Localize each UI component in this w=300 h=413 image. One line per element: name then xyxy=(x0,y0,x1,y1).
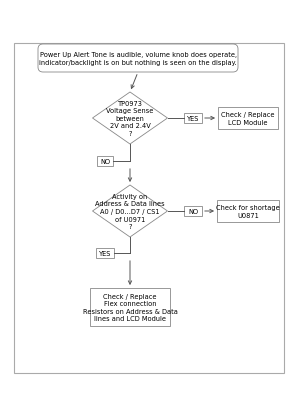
Text: Activity on
Address & Data lines
A0 / D0...D7 / CS1
of U0971
?: Activity on Address & Data lines A0 / D0… xyxy=(95,194,165,230)
FancyBboxPatch shape xyxy=(184,114,202,124)
Text: Check / Replace
LCD Module: Check / Replace LCD Module xyxy=(221,112,275,126)
FancyBboxPatch shape xyxy=(184,206,202,216)
Text: YES: YES xyxy=(187,116,199,122)
FancyBboxPatch shape xyxy=(90,288,170,326)
FancyBboxPatch shape xyxy=(96,248,114,259)
Text: Check for shortage
U0871: Check for shortage U0871 xyxy=(216,205,280,218)
FancyBboxPatch shape xyxy=(97,157,113,166)
Text: NO: NO xyxy=(188,209,198,214)
FancyBboxPatch shape xyxy=(217,201,279,223)
Polygon shape xyxy=(92,185,167,237)
Text: YES: YES xyxy=(99,250,111,256)
Text: NO: NO xyxy=(100,159,110,165)
Text: Power Up Alert Tone is audible, volume knob does operate,
indicator/backlight is: Power Up Alert Tone is audible, volume k… xyxy=(39,52,237,66)
Polygon shape xyxy=(92,93,167,145)
FancyBboxPatch shape xyxy=(218,108,278,130)
Text: TP0973
Voltage Sense
between
2V and 2.4V
?: TP0973 Voltage Sense between 2V and 2.4V… xyxy=(106,101,154,137)
FancyBboxPatch shape xyxy=(38,45,238,73)
Text: Check / Replace
Flex connection
Resistors on Address & Data
lines and LCD Module: Check / Replace Flex connection Resistor… xyxy=(82,293,177,321)
